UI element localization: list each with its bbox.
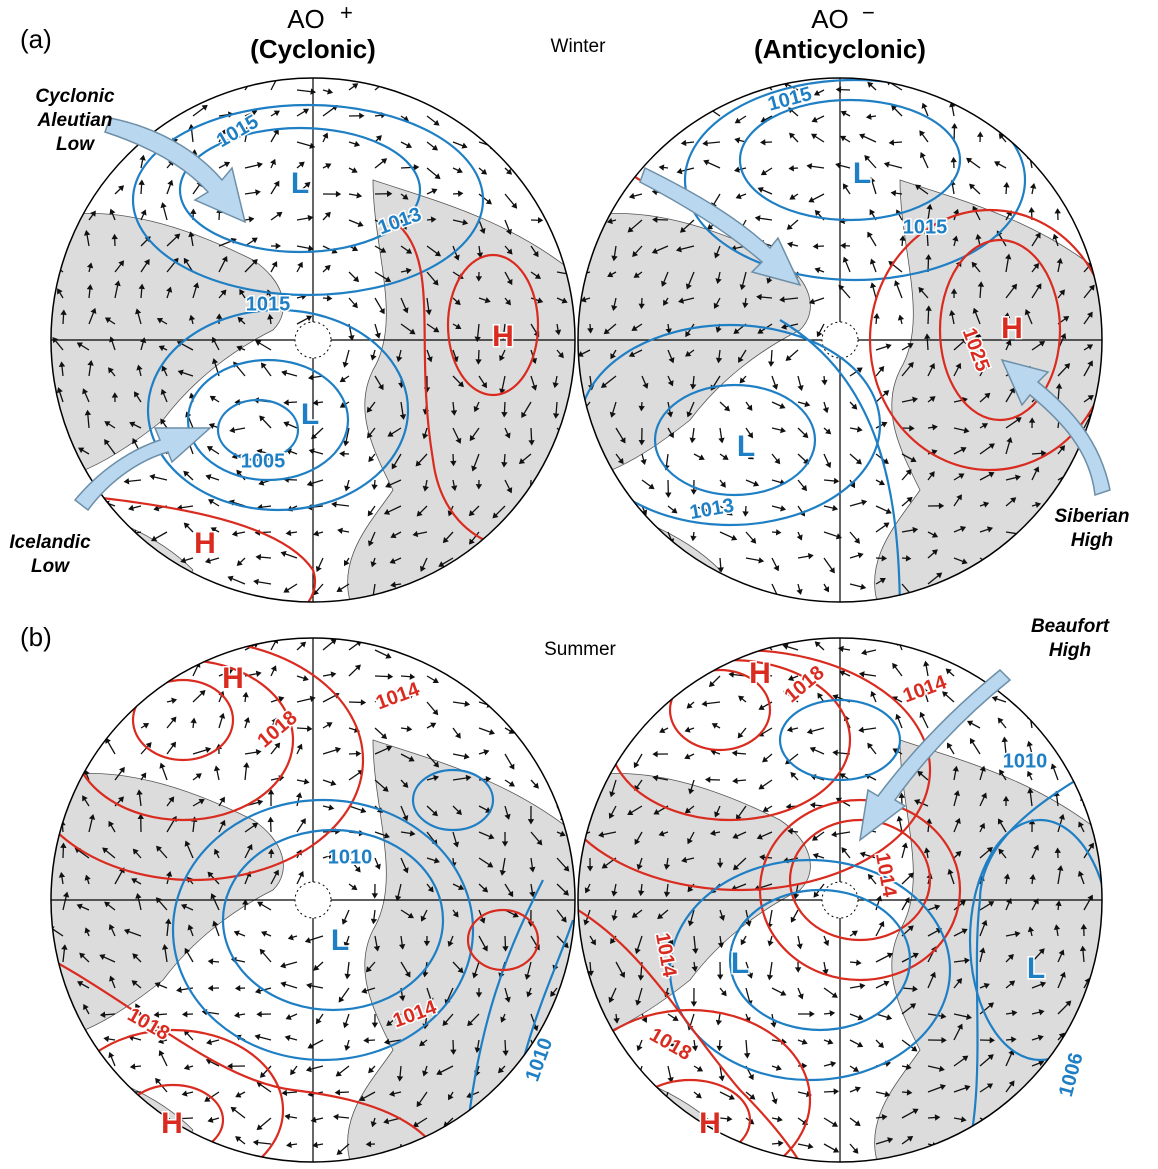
callout-text: Low — [56, 134, 95, 155]
figure: L101510131015HL1005H1015L1015H1025L1013H… — [0, 0, 1158, 1164]
column-subtitle: (Cyclonic) — [250, 34, 376, 64]
column-title: AO — [811, 4, 849, 34]
column-title: AO — [287, 4, 325, 34]
wind-arrowhead — [1020, 532, 1024, 536]
map-label: 1015 — [903, 216, 948, 238]
map-label: 1006 — [1055, 1050, 1088, 1099]
map-label: L — [291, 167, 309, 200]
wind-arrowhead — [528, 491, 532, 495]
pole — [295, 322, 331, 358]
wind-arrowhead — [708, 108, 712, 112]
map-label: L — [853, 157, 871, 190]
map-label: 1015 — [246, 293, 291, 315]
callout-text: Aleutian — [37, 110, 113, 131]
wind-arrowhead — [776, 595, 780, 599]
wind-arrowhead — [205, 588, 209, 592]
wind-arrowhead — [1066, 473, 1070, 477]
wind-arrowhead — [398, 1156, 402, 1160]
wind-arrowhead — [637, 1077, 641, 1081]
wind-arrowhead — [762, 79, 766, 83]
callout-text: Siberian — [1055, 506, 1130, 527]
wind-arrowhead — [209, 1144, 213, 1148]
callout-text: Low — [31, 556, 70, 577]
season: Summer — [544, 639, 616, 660]
map-label: 1010 — [328, 846, 373, 868]
wind-arrowhead — [569, 272, 573, 276]
callout-text: High — [1049, 640, 1091, 661]
wind-arrowhead — [578, 834, 582, 838]
wind-arrowhead — [986, 561, 990, 565]
wind-arrowhead — [909, 593, 913, 597]
wind-arrowhead — [764, 641, 768, 645]
wind-arrow — [205, 584, 219, 591]
wind-arrowhead — [371, 596, 375, 600]
wind-arrowhead — [575, 273, 579, 277]
map-label: L — [737, 430, 755, 463]
pole — [822, 322, 858, 358]
map-label: L — [331, 924, 349, 957]
map-label: H — [222, 662, 244, 695]
callout-text: Cyclonic — [35, 86, 115, 107]
isobar — [560, 148, 640, 180]
maps: L101510131015HL1005H1015L1015H1025L1013H… — [23, 75, 1110, 1164]
wind-arrowhead — [123, 1090, 126, 1094]
polar-map — [560, 78, 1110, 620]
map-label: 1010 — [1003, 750, 1048, 772]
wind-arrowhead — [581, 410, 585, 414]
wind-arrowhead — [750, 593, 754, 597]
map-label: 1005 — [241, 450, 286, 472]
column-sign: − — [862, 0, 875, 25]
map-label: H — [749, 657, 771, 690]
wind-arrowhead — [564, 245, 568, 249]
map-label: L — [301, 398, 319, 431]
wind-arrowhead — [49, 261, 53, 265]
panel-label: (b) — [20, 622, 52, 652]
map-label: H — [161, 1107, 183, 1140]
wind-arrowhead — [276, 75, 280, 79]
column-subtitle: (Anticyclonic) — [754, 34, 926, 64]
panel-label: (a) — [20, 24, 52, 54]
wind-arrowhead — [749, 1156, 753, 1160]
wind-arrowhead — [380, 83, 384, 87]
pole — [295, 882, 331, 918]
map-label: H — [1001, 312, 1023, 345]
wind-arrowhead — [663, 1100, 667, 1104]
map-label: H — [492, 320, 514, 353]
callout-text: High — [1071, 530, 1113, 551]
wind-arrowhead — [565, 435, 569, 439]
pole — [822, 882, 858, 918]
wind-arrowhead — [1084, 238, 1088, 242]
map-label: H — [194, 527, 216, 560]
callout-text: Icelandic — [9, 532, 91, 553]
callout-text: Beaufort — [1031, 616, 1110, 637]
season: Winter — [551, 36, 607, 57]
map-label: L — [1027, 952, 1045, 985]
map-label: L — [731, 947, 749, 980]
map-label: H — [699, 1107, 721, 1140]
column-sign: + — [340, 0, 353, 25]
